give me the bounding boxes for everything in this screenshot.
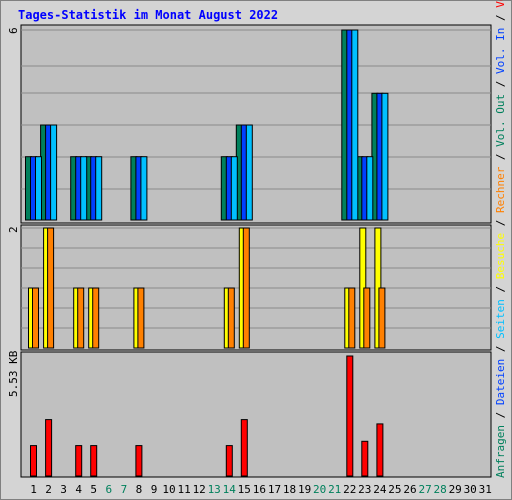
x-tick-label-day-7: 7 xyxy=(121,483,128,496)
legend-entry-vol-out: Vol. Out xyxy=(494,94,507,147)
legend-separator: / xyxy=(494,405,507,425)
bar-rechner-day-1 xyxy=(32,287,39,349)
x-tick-label-day-24: 24 xyxy=(373,483,387,496)
x-tick-label-day-12: 12 xyxy=(193,483,206,496)
x-tick-label-day-1: 1 xyxy=(30,483,37,496)
x-tick-label-day-27: 27 xyxy=(418,483,431,496)
bar-rechner-day-14 xyxy=(227,287,235,349)
legend-entry-anfragen: Anfragen xyxy=(494,425,507,478)
middle-panel-max-label: 2 xyxy=(7,226,20,233)
bar-rechner-day-15 xyxy=(242,227,250,349)
bar-seiten-day-14 xyxy=(230,156,238,221)
x-tick-label-day-15: 15 xyxy=(238,483,251,496)
bar-volumen-day-2 xyxy=(45,419,53,477)
top-panel-max-label: 6 xyxy=(7,27,20,34)
x-tick-label-day-21: 21 xyxy=(328,483,341,496)
x-tick-label-day-14: 14 xyxy=(223,483,237,496)
x-tick-label-day-8: 8 xyxy=(136,483,143,496)
x-tick-label-day-19: 19 xyxy=(298,483,311,496)
chart-legend: Anfragen / Dateien / Seiten / Besuche / … xyxy=(494,0,507,478)
bar-rechner-day-4 xyxy=(77,287,85,349)
x-tick-label-day-22: 22 xyxy=(343,483,356,496)
bottom-panel-max-label: 5.53 KB xyxy=(7,350,20,397)
x-tick-label-day-10: 10 xyxy=(162,483,175,496)
x-tick-label-day-3: 3 xyxy=(60,483,67,496)
panel-bottom-background xyxy=(20,351,492,478)
gridlines xyxy=(21,29,491,329)
bar-seiten-day-5 xyxy=(95,156,103,221)
bar-seiten-day-15 xyxy=(245,124,253,221)
legend-entry-rechner: Rechner xyxy=(494,166,507,213)
legend-entry-vol-in: Vol. In xyxy=(494,28,507,74)
legend-entry-seiten: Seiten xyxy=(494,299,507,339)
bars xyxy=(25,29,389,477)
legend-separator: / xyxy=(494,279,507,299)
bar-seiten-day-23 xyxy=(366,156,374,221)
x-tick-label-day-30: 30 xyxy=(464,483,477,496)
x-tick-label-day-17: 17 xyxy=(268,483,281,496)
bar-seiten-day-24 xyxy=(381,92,389,221)
bar-seiten-day-2 xyxy=(50,124,58,221)
bar-volumen-day-4 xyxy=(75,445,83,477)
bar-seiten-day-8 xyxy=(140,156,148,221)
bar-seiten-day-1 xyxy=(35,156,42,221)
legend-separator: / xyxy=(494,8,507,28)
chart-title: Tages-Statistik im Monat August 2022 xyxy=(18,8,278,22)
x-tick-label-day-23: 23 xyxy=(358,483,371,496)
x-tick-label-day-20: 20 xyxy=(313,483,326,496)
x-tick-label-day-6: 6 xyxy=(105,483,112,496)
bar-volumen-day-23 xyxy=(361,440,369,477)
x-tick-label-day-16: 16 xyxy=(253,483,266,496)
x-tick-label-day-31: 31 xyxy=(479,483,492,496)
x-tick-label-day-11: 11 xyxy=(177,483,190,496)
legend-separator: / xyxy=(494,339,507,359)
legend-entry-volumen: Volumen xyxy=(494,0,507,8)
x-tick-label-day-4: 4 xyxy=(75,483,82,496)
bar-rechner-day-5 xyxy=(92,287,100,349)
bar-volumen-day-24 xyxy=(376,423,384,477)
bar-rechner-day-22 xyxy=(348,287,356,349)
x-tick-label-day-18: 18 xyxy=(283,483,296,496)
x-axis-day-labels: 1 2 3 4 5 6 7 8 9 10 11 12 13 14 15 16 17 18 19 20 21 22 23 24 2… xyxy=(30,483,492,496)
x-tick-label-day-5: 5 xyxy=(90,483,97,496)
x-tick-label-day-9: 9 xyxy=(151,483,158,496)
x-tick-label-day-2: 2 xyxy=(45,483,52,496)
legend-separator: / xyxy=(494,147,507,167)
x-tick-label-day-29: 29 xyxy=(449,483,462,496)
bar-volumen-day-8 xyxy=(135,445,143,477)
bar-volumen-day-1 xyxy=(30,445,37,477)
x-tick-label-day-28: 28 xyxy=(433,483,446,496)
x-tick-label-day-13: 13 xyxy=(208,483,221,496)
x-tick-label-day-25: 25 xyxy=(388,483,401,496)
legend-separator: / xyxy=(494,74,507,94)
legend-separator: / xyxy=(494,213,507,233)
bar-seiten-day-22 xyxy=(351,29,359,221)
legend-entry-dateien: Dateien xyxy=(494,359,507,405)
bar-volumen-day-5 xyxy=(90,445,98,477)
legend-entry-besuche: Besuche xyxy=(494,233,507,279)
x-tick-label-day-26: 26 xyxy=(403,483,416,496)
bar-rechner-day-24 xyxy=(378,287,386,349)
bar-seiten-day-4 xyxy=(80,156,88,221)
bar-volumen-day-22 xyxy=(346,355,354,477)
bar-rechner-day-23 xyxy=(363,287,371,349)
bar-rechner-day-2 xyxy=(47,227,55,349)
bar-volumen-day-15 xyxy=(240,419,248,477)
bar-rechner-day-8 xyxy=(137,287,145,349)
bar-volumen-day-14 xyxy=(225,445,233,477)
